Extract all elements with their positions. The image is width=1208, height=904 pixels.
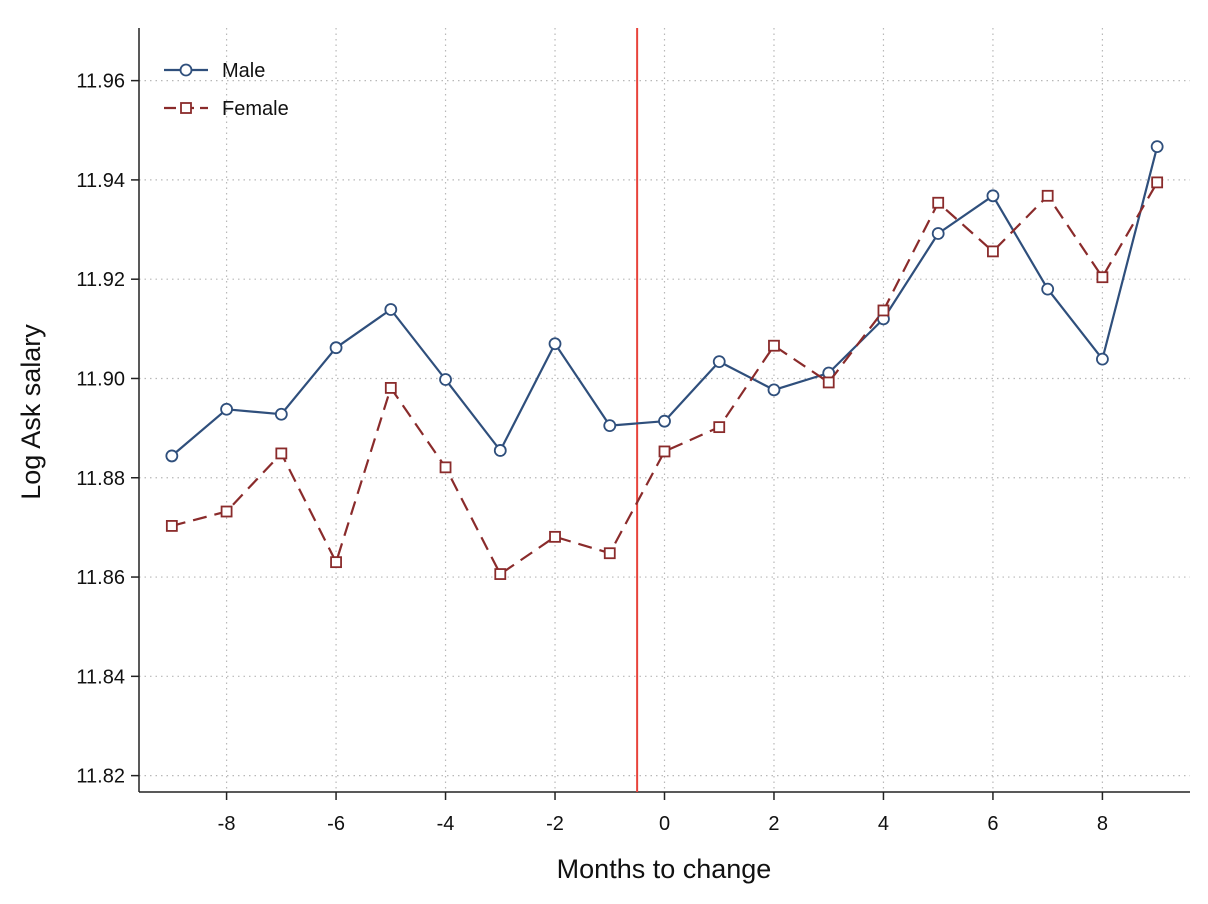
data-point	[713, 421, 726, 434]
series-line	[171, 146, 1159, 457]
y-tick-label: 11.90	[76, 368, 125, 390]
data-point	[165, 449, 179, 463]
data-point	[330, 556, 342, 569]
x-axis-title: Months to change	[557, 854, 772, 884]
data-point	[220, 402, 233, 416]
data-point	[603, 547, 616, 560]
data-point	[822, 376, 835, 389]
x-tick-label: -8	[218, 813, 236, 835]
legend-marker	[180, 102, 192, 114]
data-point	[549, 530, 561, 543]
legend: Male Female	[164, 60, 289, 120]
data-point	[275, 447, 288, 460]
series-male	[165, 140, 1164, 463]
data-point	[439, 373, 452, 386]
grid-lines	[139, 28, 1190, 792]
data-point	[603, 419, 617, 433]
data-point	[1150, 140, 1164, 154]
data-point	[768, 339, 780, 352]
x-tick-label: 4	[878, 813, 889, 835]
data-point	[274, 407, 288, 421]
data-point	[1151, 176, 1164, 189]
data-point	[329, 341, 343, 355]
x-tick-label: 0	[659, 813, 670, 835]
x-tick-label: 8	[1097, 813, 1108, 835]
y-tick-label: 11.86	[76, 567, 125, 589]
y-axis-ticks: 11.82 11.84 11.86 11.88 11.90 11.92 11.94 11.96	[76, 71, 139, 788]
x-tick-label: -6	[327, 813, 345, 835]
legend-item: Female	[164, 98, 289, 120]
y-axis-title: Log Ask salary	[16, 324, 46, 500]
series-layer	[165, 140, 1164, 580]
data-point	[548, 337, 562, 351]
data-point	[877, 304, 890, 317]
data-point	[987, 245, 999, 258]
data-point	[384, 382, 397, 394]
data-point	[658, 445, 671, 458]
y-tick-label: 11.94	[76, 170, 125, 192]
data-point	[1041, 189, 1054, 202]
data-point	[494, 568, 507, 580]
x-tick-label: 6	[987, 813, 998, 835]
x-tick-label: -2	[546, 813, 564, 835]
x-axis-ticks: -8 -6 -4 -2 0 2 4 6 8	[218, 792, 1108, 835]
data-point	[932, 196, 945, 209]
data-point	[986, 189, 1000, 203]
data-point	[1096, 271, 1109, 284]
legend-label: Male	[222, 60, 265, 82]
data-point	[493, 444, 507, 457]
data-point	[1041, 282, 1055, 296]
data-point	[220, 505, 233, 518]
legend-marker	[179, 63, 193, 77]
data-point	[658, 414, 671, 428]
series-female	[165, 176, 1164, 580]
y-tick-label: 11.92	[76, 269, 125, 291]
y-tick-label: 11.84	[76, 666, 125, 688]
data-point	[165, 520, 178, 532]
y-tick-label: 11.88	[76, 468, 125, 490]
legend-item: Male	[164, 60, 265, 82]
data-point	[384, 303, 398, 316]
x-tick-label: 2	[768, 813, 779, 835]
y-tick-label: 11.82	[76, 766, 125, 788]
data-point	[931, 227, 945, 240]
data-point	[439, 461, 452, 474]
x-tick-label: -4	[437, 813, 455, 835]
y-tick-label: 11.96	[76, 71, 125, 93]
data-point	[712, 355, 726, 368]
data-point	[1096, 352, 1109, 366]
data-point	[767, 383, 781, 397]
legend-label: Female	[222, 98, 289, 120]
